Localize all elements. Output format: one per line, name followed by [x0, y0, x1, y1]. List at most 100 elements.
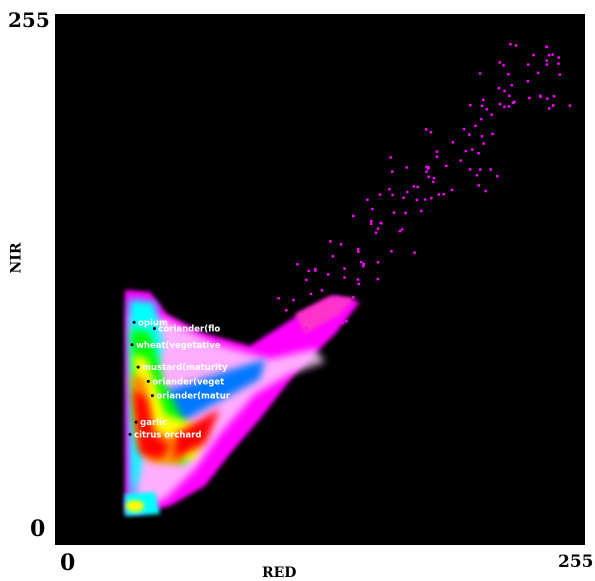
- outlier-point: [552, 95, 556, 98]
- class-label: oriander(matur: [156, 392, 230, 402]
- outlier-point: [420, 209, 423, 213]
- outlier-point: [539, 95, 542, 99]
- outlier-point: [477, 151, 480, 155]
- class-label-marker: [134, 420, 138, 424]
- outlier-point: [307, 269, 311, 273]
- outlier-point: [435, 155, 439, 158]
- outlier-point: [390, 250, 393, 253]
- outlier-point: [498, 61, 501, 64]
- outlier-point: [431, 180, 435, 184]
- outlier-point: [391, 170, 394, 173]
- outlier-point: [437, 193, 441, 196]
- outlier-point: [545, 63, 549, 66]
- density-tail: [295, 296, 355, 334]
- outlier-point: [468, 168, 472, 171]
- outlier-point: [413, 251, 416, 254]
- outlier-point: [471, 148, 474, 151]
- outlier-point: [285, 309, 288, 312]
- outlier-point: [427, 167, 430, 170]
- outlier-point: [297, 340, 301, 344]
- outlier-point: [374, 231, 378, 235]
- outlier-point: [389, 156, 392, 159]
- outlier-point: [293, 330, 297, 334]
- outlier-point: [296, 263, 299, 266]
- outlier-point: [451, 141, 455, 144]
- outlier-point: [490, 113, 493, 116]
- outlier-point: [429, 130, 433, 134]
- outlier-point: [305, 326, 308, 330]
- outlier-point: [474, 124, 477, 128]
- outlier-point: [352, 214, 355, 218]
- x-tick-min: 0: [60, 550, 76, 576]
- outlier-point: [392, 211, 396, 214]
- class-label-marker: [146, 379, 150, 383]
- outlier-point: [482, 98, 485, 102]
- outlier-point: [475, 173, 479, 177]
- outlier-point: [510, 84, 513, 87]
- outlier-point: [568, 104, 572, 107]
- outlier-point: [485, 107, 489, 111]
- outlier-point: [277, 351, 281, 354]
- outlier-point: [351, 296, 355, 299]
- outlier-point: [557, 56, 560, 59]
- outlier-point: [362, 265, 365, 268]
- outlier-point: [357, 282, 361, 286]
- outlier-point: [462, 127, 466, 131]
- outlier-point: [423, 198, 427, 201]
- outlier-point: [484, 189, 487, 193]
- outlier-point: [432, 176, 436, 180]
- outlier-point: [416, 185, 419, 189]
- class-label-marker: [150, 394, 154, 398]
- outlier-point: [513, 100, 516, 104]
- outlier-point: [459, 159, 462, 162]
- outlier-point: [435, 150, 439, 153]
- outlier-point: [278, 343, 281, 347]
- density-core-red-2: [175, 409, 220, 459]
- outlier-point: [558, 73, 562, 76]
- density-core-red: [133, 389, 170, 459]
- outlier-point: [480, 104, 484, 108]
- outlier-point: [405, 166, 408, 169]
- outlier-point: [412, 185, 416, 188]
- outlier-point: [329, 327, 332, 331]
- x-axis-label: RED: [262, 565, 297, 581]
- y-tick-min: 0: [30, 516, 46, 542]
- x-tick-max: 255: [558, 552, 594, 572]
- y-axis-label: NIR: [8, 242, 25, 274]
- outlier-point: [339, 243, 343, 246]
- outlier-point: [469, 103, 472, 107]
- outlier-point: [489, 168, 492, 171]
- class-label-marker: [128, 432, 132, 436]
- outlier-point: [526, 80, 530, 83]
- outlier-point: [376, 227, 380, 230]
- outlier-point: [388, 187, 391, 191]
- outlier-point: [357, 250, 360, 253]
- outlier-point: [376, 277, 380, 281]
- outlier-point: [320, 289, 324, 292]
- outlier-point: [316, 336, 319, 339]
- outlier-point: [371, 207, 374, 211]
- class-label-marker: [132, 320, 136, 324]
- outlier-point: [343, 276, 346, 279]
- outlier-point: [362, 262, 365, 266]
- outlier-point: [331, 255, 335, 258]
- class-label: opium: [138, 318, 168, 328]
- outlier-point: [376, 261, 380, 264]
- outlier-point: [314, 269, 317, 272]
- outlier-point: [497, 86, 501, 90]
- class-label: mustard(maturity: [142, 363, 228, 373]
- outlier-point: [343, 267, 346, 270]
- outlier-point: [514, 44, 518, 47]
- outlier-point: [356, 278, 360, 281]
- outlier-point: [551, 53, 554, 56]
- outlier-point: [313, 267, 317, 271]
- outlier-point: [445, 164, 448, 168]
- outlier-point: [406, 190, 409, 194]
- outlier-point: [296, 321, 299, 324]
- outlier-point: [480, 134, 484, 138]
- outlier-point: [345, 320, 348, 323]
- outlier-point: [398, 229, 402, 233]
- outlier-point: [545, 45, 548, 49]
